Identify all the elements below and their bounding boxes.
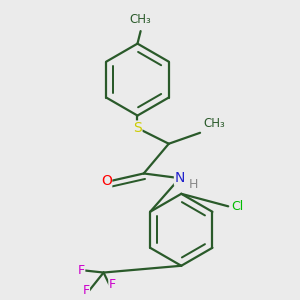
Text: N: N [175, 171, 185, 185]
Text: O: O [101, 174, 112, 188]
Text: F: F [109, 278, 116, 291]
Text: CH₃: CH₃ [130, 14, 152, 26]
Text: F: F [78, 264, 85, 277]
Text: H: H [189, 178, 199, 191]
Text: F: F [82, 284, 89, 297]
Text: S: S [133, 121, 142, 135]
Text: Cl: Cl [232, 200, 244, 213]
Text: CH₃: CH₃ [203, 117, 225, 130]
